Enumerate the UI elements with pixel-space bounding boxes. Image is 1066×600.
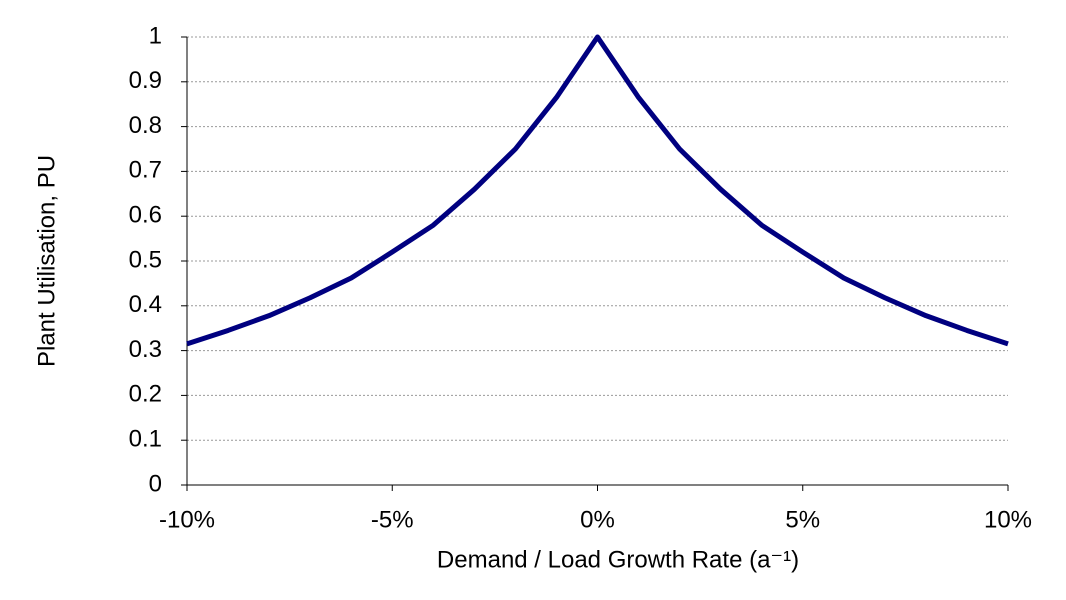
x-axis-label: Demand / Load Growth Rate (a⁻¹) <box>437 546 799 573</box>
y-tick-label: 0.7 <box>129 157 162 184</box>
y-tick-label: 0.5 <box>129 246 162 273</box>
y-tick-label: 0.9 <box>129 67 162 94</box>
y-tick-label: 0 <box>149 470 162 497</box>
x-tick-label: -5% <box>371 506 414 533</box>
x-tick-label: 0% <box>580 506 615 533</box>
y-axis-label: Plant Utilisation, PU <box>33 155 60 367</box>
y-tick-label: 1 <box>149 22 162 49</box>
y-tick-label: 0.6 <box>129 202 162 229</box>
y-tick-label: 0.3 <box>129 336 162 363</box>
x-tick-label: -10% <box>159 506 215 533</box>
y-tick-label: 0.2 <box>129 381 162 408</box>
y-tick-label: 0.1 <box>129 426 162 453</box>
y-tick-label: 0.4 <box>129 291 162 318</box>
x-tick-label: 5% <box>785 506 820 533</box>
x-tick-label: 10% <box>984 506 1032 533</box>
y-tick-label: 0.8 <box>129 112 162 139</box>
data-line <box>186 34 1009 347</box>
